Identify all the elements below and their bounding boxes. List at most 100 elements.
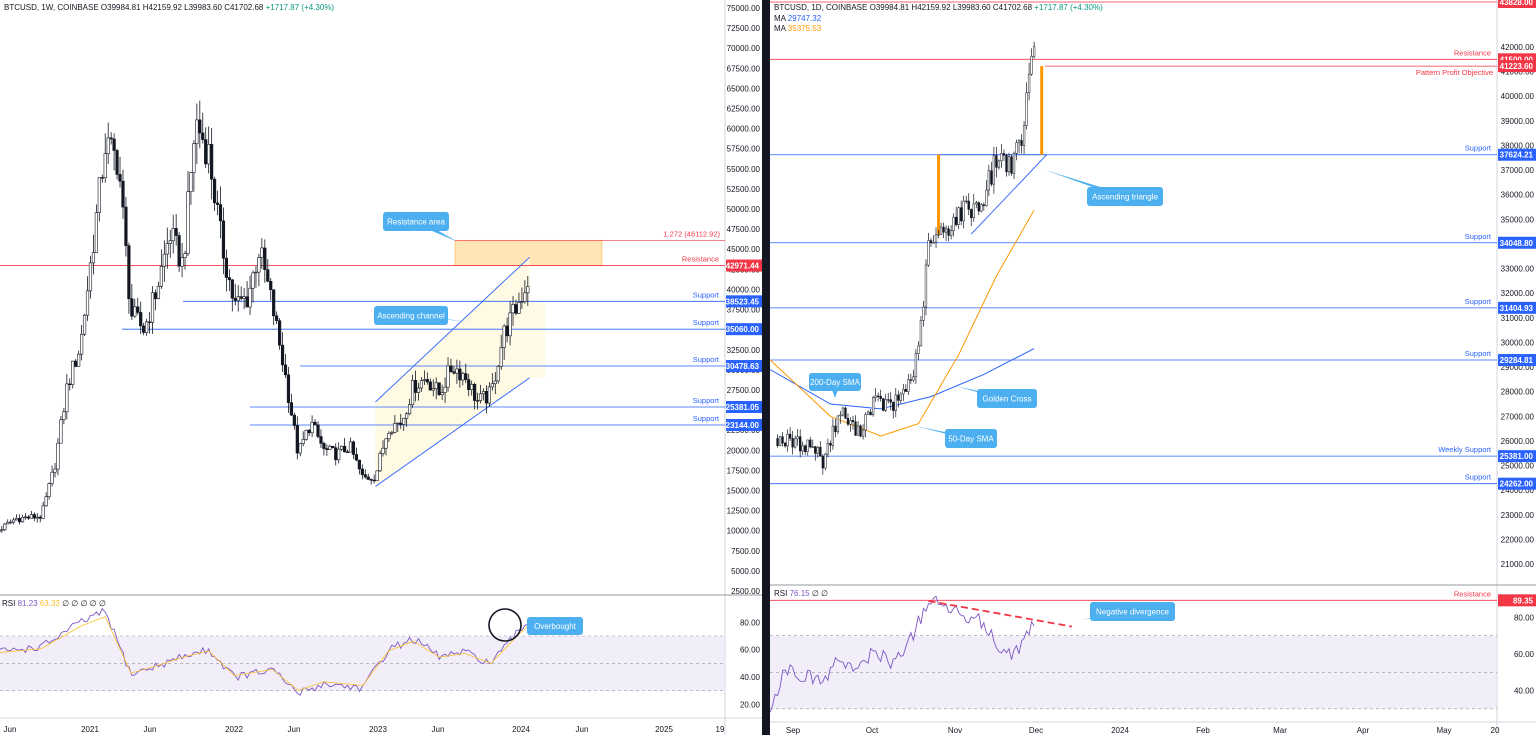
weekly-candle-body: [201, 132, 205, 140]
right-y-tick: 24000.00: [1501, 486, 1535, 495]
weekly-candle-body: [257, 257, 261, 273]
weekly-candle-body: [413, 380, 418, 393]
left-x-tick: 19: [716, 725, 725, 734]
left-level-value: 30478.63: [726, 362, 760, 371]
daily-candle-body: [884, 399, 887, 411]
weekly-candle-body: [150, 292, 155, 323]
weekly-candle-body: [77, 353, 81, 367]
right-x-tick: Apr: [1357, 726, 1370, 735]
daily-candle-body: [957, 207, 960, 225]
weekly-candle-body: [242, 296, 246, 299]
weekly-candle-body: [168, 240, 172, 244]
weekly-candle-body: [348, 441, 353, 453]
weekly-candle-body: [511, 304, 515, 314]
weekly-candle-body: [224, 257, 229, 278]
weekly-candle-body: [410, 380, 415, 405]
left-level-value: 25381.05: [726, 403, 760, 412]
weekly-candle-body: [275, 315, 279, 321]
daily-candle-body: [824, 453, 827, 469]
left-x-tick: 2021: [81, 725, 99, 734]
weekly-candle-body: [499, 347, 503, 367]
right-x-tick: Feb: [1196, 726, 1210, 735]
daily-candle-body: [846, 418, 850, 425]
left-low: L39983.60: [184, 3, 222, 12]
daily-candle-body: [977, 202, 980, 212]
daily-candle-body: [902, 389, 905, 395]
daily-candle-body: [811, 446, 814, 448]
right-level-value-bg: [1498, 148, 1536, 161]
weekly-candle-body: [221, 220, 226, 259]
daily-candle-body: [799, 436, 802, 452]
left-close: C41702.68: [224, 3, 264, 12]
weekly-candle-body: [508, 312, 512, 337]
weekly-candle-body: [130, 298, 134, 317]
daily-candle-body: [1012, 152, 1016, 174]
weekly-candle-body: [207, 144, 211, 165]
daily-candle-body: [831, 425, 835, 446]
left-open: O39984.81: [100, 3, 141, 12]
pattern-projection-bar: [1040, 66, 1044, 155]
weekly-candle-body: [310, 421, 314, 434]
left-y-tick: 72500.00: [727, 24, 761, 33]
weekly-candle-body: [384, 438, 388, 449]
weekly-candle-body: [478, 393, 483, 401]
rsi-resistance-label: Resistance: [1454, 589, 1491, 598]
left-change: +1717.87 (+4.30%): [265, 3, 335, 12]
right-level-value: 29284.81: [1500, 356, 1534, 365]
daily-candle-body: [849, 420, 852, 425]
weekly-candle-body: [162, 253, 166, 267]
weekly-candle-body: [195, 119, 199, 144]
weekly-candle-body: [71, 360, 75, 385]
pattern-height-bar: [937, 154, 941, 235]
left-y-tick: 7500.00: [731, 547, 760, 556]
weekly-candle-body: [180, 257, 184, 267]
right-y-tick: 22000.00: [1501, 535, 1535, 544]
weekly-candle-body: [277, 320, 282, 346]
daily-candle-body: [995, 155, 998, 168]
weekly-candle-body: [455, 368, 459, 374]
weekly-candle-body: [363, 474, 367, 478]
left-level-label: Resistance: [682, 255, 719, 264]
weekly-candle-body: [428, 381, 432, 391]
right-rsi-label: RSI: [774, 589, 788, 598]
weekly-candle-body: [245, 296, 249, 308]
right-level-label: Support: [1465, 297, 1492, 306]
weekly-candle-body: [100, 177, 104, 179]
right-y-tick: 21000.00: [1501, 560, 1535, 569]
weekly-candle-body: [396, 422, 400, 425]
right-y-tick: 30000.00: [1501, 338, 1535, 347]
weekly-candle-body: [505, 325, 509, 337]
daily-candle-body: [1032, 46, 1036, 57]
weekly-candle-body: [481, 391, 486, 395]
weekly-candle-body: [393, 423, 397, 433]
left-y-tick: 47500.00: [727, 225, 761, 234]
weekly-candle-body: [283, 364, 288, 376]
daily-candle-body: [781, 436, 784, 444]
right-level-value: 41500.00: [1500, 55, 1534, 64]
weekly-candle-body: [295, 425, 299, 454]
weekly-candle-body: [434, 382, 438, 389]
left-level-value-bg: [726, 401, 762, 414]
daily-candle-body: [806, 439, 809, 452]
weekly-candle-body: [473, 383, 477, 401]
weekly-candle-body: [248, 287, 252, 308]
left-y-tick: 57500.00: [727, 145, 761, 154]
daily-candle-body: [796, 436, 799, 440]
weekly-candle-body: [153, 292, 158, 300]
callout-50-day-sma-box: [945, 429, 997, 448]
weekly-candle-body: [124, 206, 128, 246]
weekly-candle-body: [328, 445, 332, 450]
left-x-tick: Jun: [576, 725, 589, 734]
weekly-candle-body: [59, 419, 63, 444]
right-level-value-bg: [1498, 450, 1536, 463]
weekly-candle-body: [408, 404, 412, 415]
daily-candle-body: [1030, 55, 1033, 75]
right-level-label: Resistance: [1454, 48, 1491, 57]
daily-candle-body: [814, 446, 817, 454]
weekly-candle-body: [304, 429, 308, 440]
daily-candle-body: [1025, 92, 1028, 126]
left-level-value-bg: [726, 360, 762, 373]
weekly-candle-body: [452, 371, 456, 374]
daily-candle-body: [934, 234, 938, 243]
weekly-candle-body: [17, 518, 22, 523]
